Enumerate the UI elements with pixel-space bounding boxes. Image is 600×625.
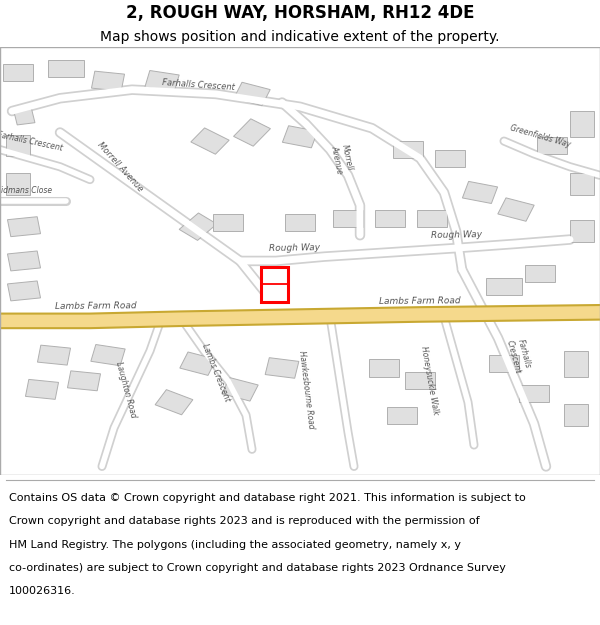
Bar: [498, 198, 534, 221]
Text: HM Land Registry. The polygons (including the associated geometry, namely x, y: HM Land Registry. The polygons (includin…: [9, 539, 461, 549]
Bar: [6, 134, 30, 156]
Bar: [564, 351, 588, 376]
Bar: [486, 278, 522, 295]
Bar: [7, 251, 41, 271]
Bar: [283, 126, 317, 148]
Text: Lambs Crescent: Lambs Crescent: [200, 342, 232, 402]
Bar: [91, 71, 125, 91]
Bar: [570, 173, 594, 194]
Bar: [570, 111, 594, 137]
Text: Lambs Farm Road: Lambs Farm Road: [379, 297, 461, 306]
Bar: [387, 406, 417, 424]
Text: 100026316.: 100026316.: [9, 586, 76, 596]
Bar: [213, 214, 243, 231]
Bar: [564, 404, 588, 426]
Text: Honeysuckle Walk: Honeysuckle Walk: [419, 346, 439, 416]
Text: Farhalls
Crescent: Farhalls Crescent: [505, 336, 533, 374]
Bar: [7, 217, 41, 237]
Text: Rough Way: Rough Way: [430, 230, 482, 240]
Bar: [369, 359, 399, 376]
Bar: [405, 372, 435, 389]
Bar: [6, 173, 30, 194]
Bar: [570, 220, 594, 242]
Text: Greenfields Way: Greenfields Way: [509, 124, 571, 150]
Bar: [179, 213, 217, 241]
Bar: [435, 149, 465, 167]
Bar: [48, 60, 84, 77]
Text: Contains OS data © Crown copyright and database right 2021. This information is : Contains OS data © Crown copyright and d…: [9, 493, 526, 503]
Bar: [3, 64, 33, 81]
Bar: [333, 209, 363, 227]
Bar: [375, 209, 405, 227]
Text: Morrell Avenue: Morrell Avenue: [95, 140, 145, 193]
Text: Laughton Road: Laughton Road: [114, 361, 138, 418]
Bar: [145, 71, 179, 92]
Text: Map shows position and indicative extent of the property.: Map shows position and indicative extent…: [100, 29, 500, 44]
Text: Farhalls Crescent: Farhalls Crescent: [161, 78, 235, 92]
Bar: [285, 214, 315, 231]
Text: Morrell
Avenue: Morrell Avenue: [329, 142, 355, 174]
Bar: [265, 357, 299, 378]
Bar: [261, 268, 288, 302]
Text: Farhalls Crescent: Farhalls Crescent: [0, 130, 64, 152]
Bar: [7, 281, 41, 301]
Bar: [222, 378, 258, 401]
Text: co-ordinates) are subject to Crown copyright and database rights 2023 Ordnance S: co-ordinates) are subject to Crown copyr…: [9, 562, 506, 572]
Bar: [155, 389, 193, 415]
Text: Rough Way: Rough Way: [268, 243, 320, 253]
Text: Hawkesbourne Road: Hawkesbourne Road: [297, 350, 315, 429]
Bar: [37, 345, 71, 365]
Bar: [191, 128, 229, 154]
Text: Crown copyright and database rights 2023 and is reproduced with the permission o: Crown copyright and database rights 2023…: [9, 516, 479, 526]
Bar: [233, 119, 271, 146]
Bar: [519, 385, 549, 402]
Bar: [234, 82, 270, 106]
Bar: [489, 355, 519, 372]
Text: Kidmans Close: Kidmans Close: [0, 186, 52, 195]
Bar: [537, 137, 567, 154]
Bar: [463, 181, 497, 204]
Bar: [393, 141, 423, 158]
Bar: [417, 209, 447, 227]
Bar: [25, 379, 59, 399]
Bar: [525, 265, 555, 282]
Bar: [180, 352, 216, 376]
Bar: [91, 344, 125, 366]
Text: 2, ROUGH WAY, HORSHAM, RH12 4DE: 2, ROUGH WAY, HORSHAM, RH12 4DE: [126, 4, 474, 22]
Bar: [67, 371, 101, 391]
Bar: [13, 106, 35, 125]
Text: Lambs Farm Road: Lambs Farm Road: [55, 301, 137, 311]
